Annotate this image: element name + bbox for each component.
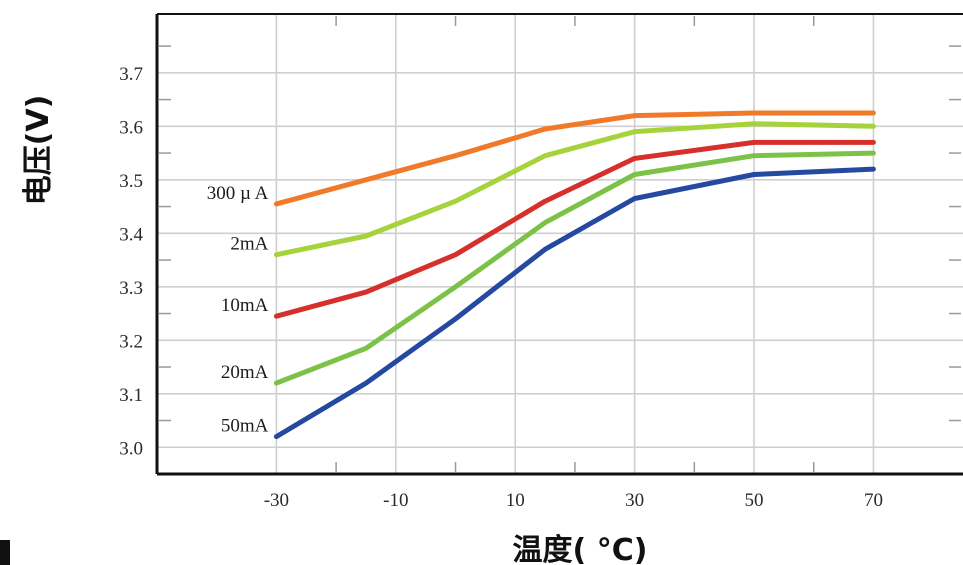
grid: [157, 14, 963, 474]
y-axis-title: 电压(V): [21, 95, 56, 206]
series-lines: [273, 110, 876, 440]
y-tick-label: 3.4: [119, 224, 143, 245]
series-line-20mA: [273, 150, 876, 386]
x-tick-label: 10: [506, 490, 525, 511]
x-tick-label: 70: [864, 490, 883, 511]
series-label-10mA: 10mA: [221, 295, 269, 316]
y-tick-label: 3.1: [119, 385, 143, 406]
series-line-2mA: [273, 121, 876, 258]
axes: [155, 13, 963, 476]
x-tick-label: 50: [745, 490, 764, 511]
page-edge-mark: [0, 540, 10, 565]
x-tick-label: -10: [383, 490, 408, 511]
y-tick-label: 3.0: [119, 438, 143, 459]
tick-labels: -30 -10 10 30 50 70 3.0 3.1 3.2 3.3 3.4 3.5 3.6 3.7: [119, 64, 883, 511]
y-tick-label: 3.7: [119, 64, 143, 85]
series-line-10mA: [273, 139, 876, 319]
x-tick-label: 30: [625, 490, 644, 511]
series-label-2mA: 2mA: [230, 234, 268, 255]
y-tick-label: 3.6: [119, 117, 143, 138]
series-line-50mA: [273, 166, 876, 440]
y-tick-label: 3.5: [119, 171, 143, 192]
series-label-20mA: 20mA: [221, 362, 269, 383]
x-tick-label: -30: [264, 490, 289, 511]
series-label-300μA: 300 µ A: [207, 183, 269, 204]
series-labels: 300 µ A 2mA 10mA 20mA 50mA: [207, 183, 269, 437]
series-label-50mA: 50mA: [221, 416, 269, 437]
minor-ticks: [159, 16, 961, 472]
y-tick-label: 3.3: [119, 278, 143, 299]
series-line-300μA: [273, 110, 876, 207]
y-tick-label: 3.2: [119, 331, 143, 352]
x-axis-title: 温度( °C): [513, 533, 648, 565]
